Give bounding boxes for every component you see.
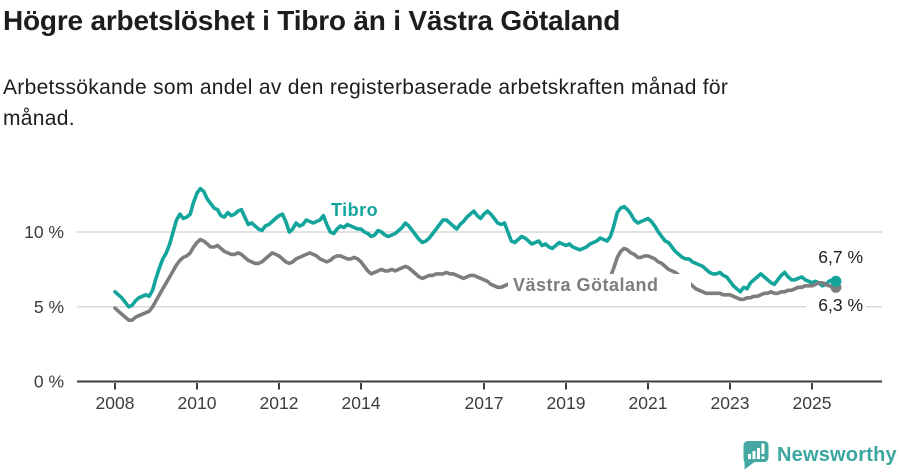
series-label-vastra-gotaland: Västra Götaland bbox=[513, 275, 659, 295]
end-dot-tibro bbox=[830, 275, 842, 287]
series-lines bbox=[113, 186, 838, 323]
x-axis-label: 2021 bbox=[629, 393, 668, 413]
chart-subtitle: Arbetssökande som andel av den registerb… bbox=[3, 72, 728, 134]
newsworthy-logo[interactable]: Newsworthy bbox=[742, 440, 897, 470]
x-axis-label: 2019 bbox=[547, 393, 586, 413]
x-axis-label: 2017 bbox=[465, 393, 504, 413]
y-axis-label: 10 % bbox=[24, 222, 64, 242]
y-axis-label: 5 % bbox=[34, 297, 64, 317]
series-end-dots bbox=[830, 275, 842, 293]
end-value-vastra-gotaland: 6,3 % bbox=[818, 295, 863, 315]
y-axis-label: 0 % bbox=[34, 372, 64, 392]
subtitle-line-1: Arbetssökande som andel av den registerb… bbox=[3, 76, 729, 99]
gridlines bbox=[77, 231, 882, 308]
series-line-tibro bbox=[113, 186, 838, 309]
bar-chart-speech-bubble-icon bbox=[743, 441, 769, 470]
x-axis-label: 2010 bbox=[178, 393, 217, 413]
x-axis-label: 2012 bbox=[260, 393, 299, 413]
series-line-vastra-gotaland bbox=[113, 237, 838, 323]
x-axis-label: 2023 bbox=[711, 393, 750, 413]
series-label-tibro: Tibro bbox=[331, 200, 378, 220]
series-label-backdrop bbox=[508, 274, 691, 295]
x-axis: 0 % 5 % 10 % 2008 2010 2012 2014 2017 2019 2021 20… bbox=[24, 222, 882, 413]
x-axis-label: 2014 bbox=[342, 393, 381, 413]
x-axis-label: 2008 bbox=[96, 393, 135, 413]
end-value-tibro: 6,7 % bbox=[818, 247, 863, 267]
chart-title: Högre arbetslöshet i Tibro än i Västra G… bbox=[3, 5, 621, 36]
end-value-backdrop bbox=[806, 294, 866, 313]
subtitle-line-2: månad. bbox=[3, 107, 75, 130]
x-axis-label: 2025 bbox=[793, 393, 832, 413]
brand-name: Newsworthy bbox=[777, 443, 897, 466]
